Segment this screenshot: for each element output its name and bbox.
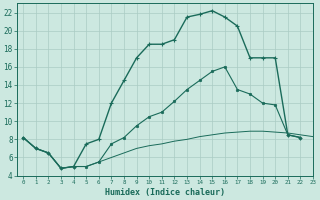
X-axis label: Humidex (Indice chaleur): Humidex (Indice chaleur) [105, 188, 225, 197]
